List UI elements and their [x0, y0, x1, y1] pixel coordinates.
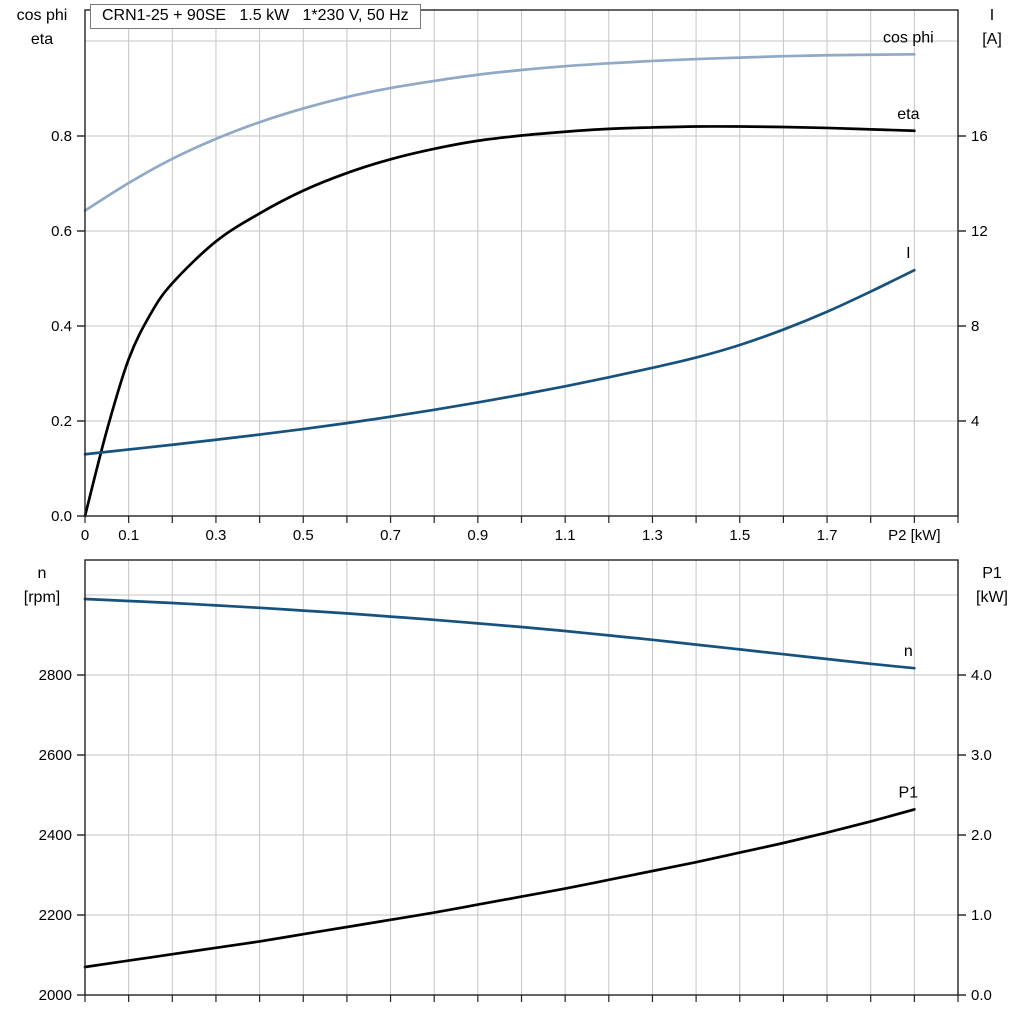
axis-title-power-unit: [kW]	[976, 589, 1008, 606]
curve-label-n: n	[904, 643, 913, 660]
curve-I	[83, 268, 916, 456]
right-tick-label: 16	[971, 128, 988, 145]
axis-title-speed-unit: [rpm]	[23, 589, 61, 606]
right-tick-label: 12	[971, 223, 988, 240]
left-tick-label: 2800	[39, 667, 72, 684]
left-tick-label: 0.8	[51, 128, 72, 145]
top-right-axis-title: I [A]	[960, 4, 1024, 52]
right-tick-label: 3.0	[971, 747, 992, 764]
chart-title-box: CRN1-25 + 90SE 1.5 kW 1*230 V, 50 Hz	[90, 4, 421, 29]
curve-label-cos-phi: cos phi	[883, 29, 934, 46]
left-tick-label: 0.6	[51, 223, 72, 240]
right-tick-label: 4	[971, 413, 979, 430]
right-tick-label: 4.0	[971, 667, 992, 684]
axis-title-cos-phi: cos phi	[16, 7, 68, 24]
axis-title-power: P1	[982, 565, 1002, 582]
curve-n	[83, 597, 916, 670]
curve-P1	[83, 808, 916, 969]
right-tick-label: 1.0	[971, 907, 992, 924]
axis-title-eta: eta	[30, 31, 54, 48]
left-tick-label: 2600	[39, 747, 72, 764]
axis-title-speed: n	[37, 565, 47, 582]
curve-eta	[83, 125, 916, 518]
curve-cos-phi	[83, 52, 916, 212]
left-tick-label: 2000	[39, 987, 72, 1004]
right-tick-label: 8	[971, 318, 979, 335]
x-tick-label: 1.1	[555, 527, 576, 544]
x-tick-label: 0.1	[118, 527, 139, 544]
curve-label-I: I	[906, 245, 910, 262]
x-axis-unit-label: P2 [kW]	[888, 527, 941, 544]
x-tick-label: 0	[81, 527, 89, 544]
x-tick-label: 0.9	[467, 527, 488, 544]
right-tick-label: 0.0	[971, 987, 992, 1004]
left-tick-label: 0.4	[51, 318, 72, 335]
x-tick-label: 1.3	[642, 527, 663, 544]
x-tick-label: 0.5	[293, 527, 314, 544]
curve-label-eta: eta	[897, 106, 919, 123]
bottom-left-axis-title: n [rpm]	[0, 562, 84, 610]
x-tick-label: 1.7	[817, 527, 838, 544]
axis-title-current-unit: [A]	[982, 31, 1002, 48]
x-tick-label: 0.3	[206, 527, 227, 544]
right-tick-label: 2.0	[971, 827, 992, 844]
bottom-right-axis-title: P1 [kW]	[960, 562, 1024, 610]
left-tick-label: 2400	[39, 827, 72, 844]
left-tick-label: 0.2	[51, 413, 72, 430]
left-tick-label: 0.0	[51, 508, 72, 525]
left-tick-label: 2200	[39, 907, 72, 924]
axis-title-current: I	[989, 7, 995, 24]
x-tick-label: 1.5	[729, 527, 750, 544]
curve-label-P1: P1	[899, 784, 919, 801]
x-tick-label: 0.7	[380, 527, 401, 544]
top-left-axis-title: cos phi eta	[0, 4, 84, 52]
